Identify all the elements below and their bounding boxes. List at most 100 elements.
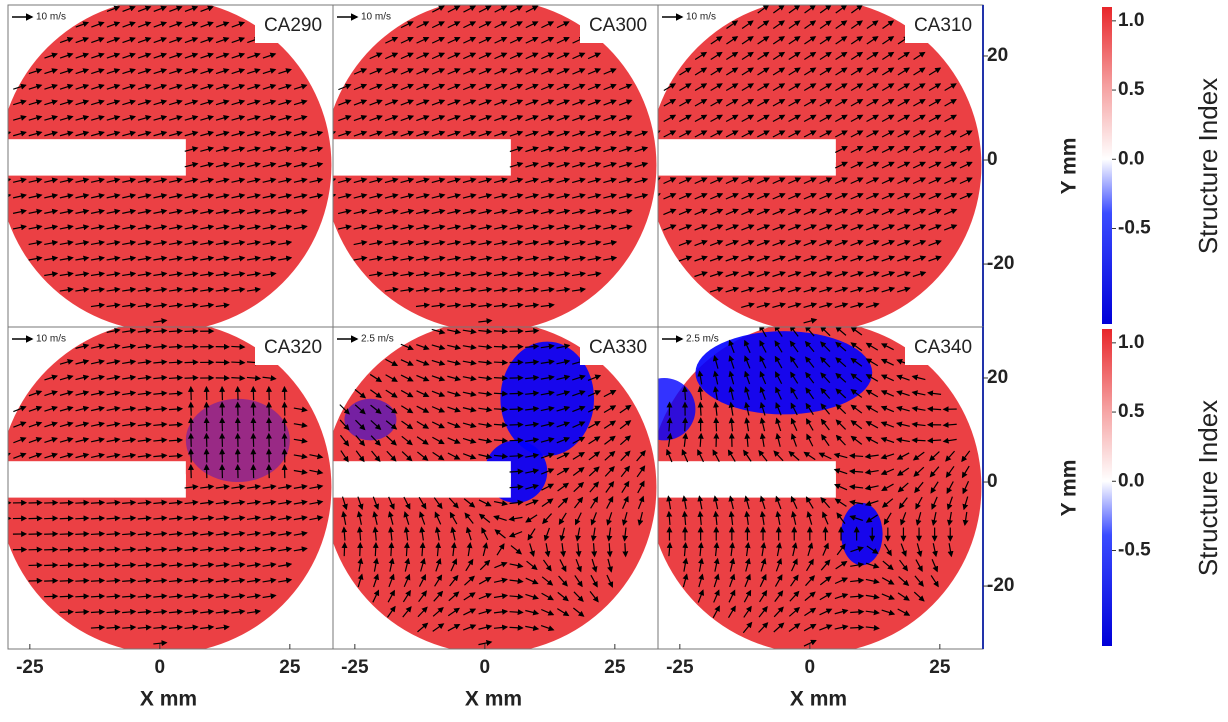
window-gap: [448, 474, 510, 484]
panel: CA320 10 m/s: [0, 321, 333, 654]
velocity-arrow: [185, 378, 198, 379]
panel-field: [324, 321, 657, 654]
scale-label: 10 m/s: [36, 334, 66, 345]
velocity-arrow: [913, 440, 926, 441]
scale-label: 10 m/s: [686, 12, 716, 23]
panel-field: [0, 321, 331, 654]
velocity-arrow: [75, 534, 88, 535]
y-tick-label: 0: [987, 149, 998, 170]
x-tick-label: 0: [155, 657, 166, 678]
x-tick-label: 0: [805, 657, 816, 678]
scale-label: 2.5 m/s: [361, 334, 394, 345]
velocity-arrow: [91, 596, 104, 597]
velocity-arrow: [609, 543, 610, 556]
velocity-arrow: [344, 543, 345, 556]
velocity-arrow: [60, 518, 73, 519]
window-gap: [123, 152, 185, 162]
structure-blob: [344, 399, 396, 441]
y-axis-label: Y mm: [1058, 138, 1081, 195]
window-gap: [773, 474, 835, 484]
panel-label: CA320: [264, 337, 322, 358]
velocity-arrow: [716, 418, 717, 431]
colorbar-tick-label: 1.0: [1118, 332, 1144, 353]
colorbar-tick-label: 1.0: [1118, 10, 1144, 31]
velocity-arrow: [231, 346, 244, 347]
x-tick-label: -25: [341, 657, 369, 678]
y-axis-label: Y mm: [1058, 460, 1081, 517]
colorbar-tick-label: 0.5: [1118, 79, 1145, 100]
velocity-arrow: [494, 409, 507, 410]
velocity-arrow: [60, 596, 73, 597]
velocity-arrow: [510, 627, 523, 628]
velocity-arrow: [231, 378, 244, 379]
colorbar: [1102, 7, 1112, 324]
velocity-arrow: [60, 612, 73, 613]
panel-label: CA300: [589, 15, 647, 36]
velocity-arrow: [685, 418, 686, 431]
panel: CA310 10 m/s: [648, 0, 983, 332]
velocity-arrow: [75, 596, 88, 597]
structure-blob: [695, 331, 872, 414]
velocity-arrow: [60, 503, 73, 504]
velocity-arrow: [91, 612, 104, 613]
velocity-arrow: [391, 543, 392, 556]
scale-label: 2.5 m/s: [686, 334, 719, 345]
velocity-arrow: [494, 378, 507, 379]
panel-label: CA290: [264, 15, 322, 36]
y-tick-label: 20: [987, 367, 1008, 388]
velocity-arrow: [494, 331, 507, 332]
x-tick-label: 25: [929, 657, 951, 678]
x-tick-label: 25: [604, 657, 626, 678]
velocity-arrow: [75, 565, 88, 566]
velocity-arrow: [91, 534, 104, 535]
velocity-arrow: [60, 565, 73, 566]
velocity-arrow: [494, 346, 507, 347]
velocity-arrow: [91, 580, 104, 581]
panel-field: [323, 0, 657, 332]
colorbar-tick-label: -0.5: [1118, 218, 1151, 239]
velocity-arrow: [185, 331, 198, 332]
x-axis-label: X mm: [790, 688, 847, 711]
y-tick-label: 20: [987, 45, 1008, 66]
velocity-arrow: [75, 518, 88, 519]
colorbar-tick-label: 0.5: [1118, 401, 1145, 422]
velocity-arrow: [510, 612, 523, 613]
x-tick-label: 0: [480, 657, 491, 678]
velocity-arrow: [75, 580, 88, 581]
panel-label: CA310: [914, 15, 972, 36]
velocity-arrow: [75, 502, 88, 503]
velocity-arrow: [60, 581, 73, 582]
x-tick-label: -25: [666, 657, 694, 678]
velocity-arrow: [185, 347, 198, 348]
velocity-arrow: [700, 403, 701, 416]
window-gap: [123, 474, 185, 484]
velocity-arrow: [91, 627, 104, 628]
velocity-arrow: [360, 543, 361, 556]
y-tick-label: -20: [987, 575, 1014, 596]
velocity-arrow: [60, 534, 73, 535]
velocity-arrow: [375, 543, 376, 556]
velocity-arrow: [928, 440, 941, 441]
panel-field: [633, 321, 981, 654]
velocity-arrow: [75, 612, 88, 613]
y-tick-label: -20: [987, 253, 1014, 274]
velocity-arrow: [510, 456, 523, 457]
window-gap: [773, 152, 835, 162]
colorbar: [1102, 329, 1112, 646]
velocity-arrow: [510, 471, 523, 472]
panel: CA340 2.5 m/s: [633, 321, 983, 654]
panel: CA300 10 m/s: [323, 0, 658, 332]
velocity-arrow: [494, 393, 507, 394]
x-tick-label: -25: [16, 657, 44, 678]
velocity-arrow: [406, 543, 407, 556]
velocity-arrow: [231, 362, 244, 363]
panel-label: CA340: [914, 337, 972, 358]
y-tick-label: 0: [987, 471, 998, 492]
colorbar-tick-label: 0.0: [1118, 148, 1144, 169]
velocity-arrow: [91, 549, 104, 550]
panel-field: [648, 0, 982, 332]
scale-label: 10 m/s: [361, 12, 391, 23]
colorbar-label: Structure Index: [1193, 400, 1223, 576]
